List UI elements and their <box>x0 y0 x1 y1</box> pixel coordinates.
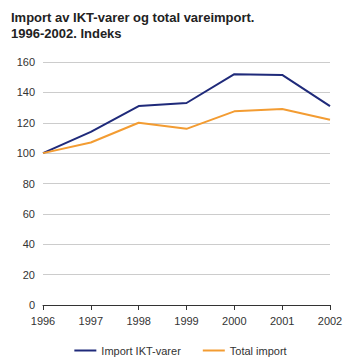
svg-text:80: 80 <box>23 178 35 190</box>
svg-text:40: 40 <box>23 238 35 250</box>
svg-text:160: 160 <box>17 56 35 68</box>
svg-text:0: 0 <box>29 299 35 311</box>
svg-text:Import av IKT-varer og total v: Import av IKT-varer og total vareimport. <box>11 10 258 25</box>
svg-text:1996-2002. Indeks: 1996-2002. Indeks <box>11 26 122 41</box>
svg-text:Import IKT-varer: Import IKT-varer <box>101 345 181 357</box>
svg-text:20: 20 <box>23 269 35 281</box>
svg-text:2001: 2001 <box>270 315 294 327</box>
svg-text:1996: 1996 <box>31 315 55 327</box>
svg-text:100: 100 <box>17 147 35 159</box>
svg-text:2002: 2002 <box>318 315 342 327</box>
svg-text:1997: 1997 <box>79 315 103 327</box>
svg-text:1998: 1998 <box>126 315 150 327</box>
svg-text:120: 120 <box>17 117 35 129</box>
svg-text:60: 60 <box>23 208 35 220</box>
svg-text:1999: 1999 <box>174 315 198 327</box>
svg-text:2000: 2000 <box>222 315 246 327</box>
svg-text:Total import: Total import <box>230 345 287 357</box>
svg-text:140: 140 <box>17 86 35 98</box>
